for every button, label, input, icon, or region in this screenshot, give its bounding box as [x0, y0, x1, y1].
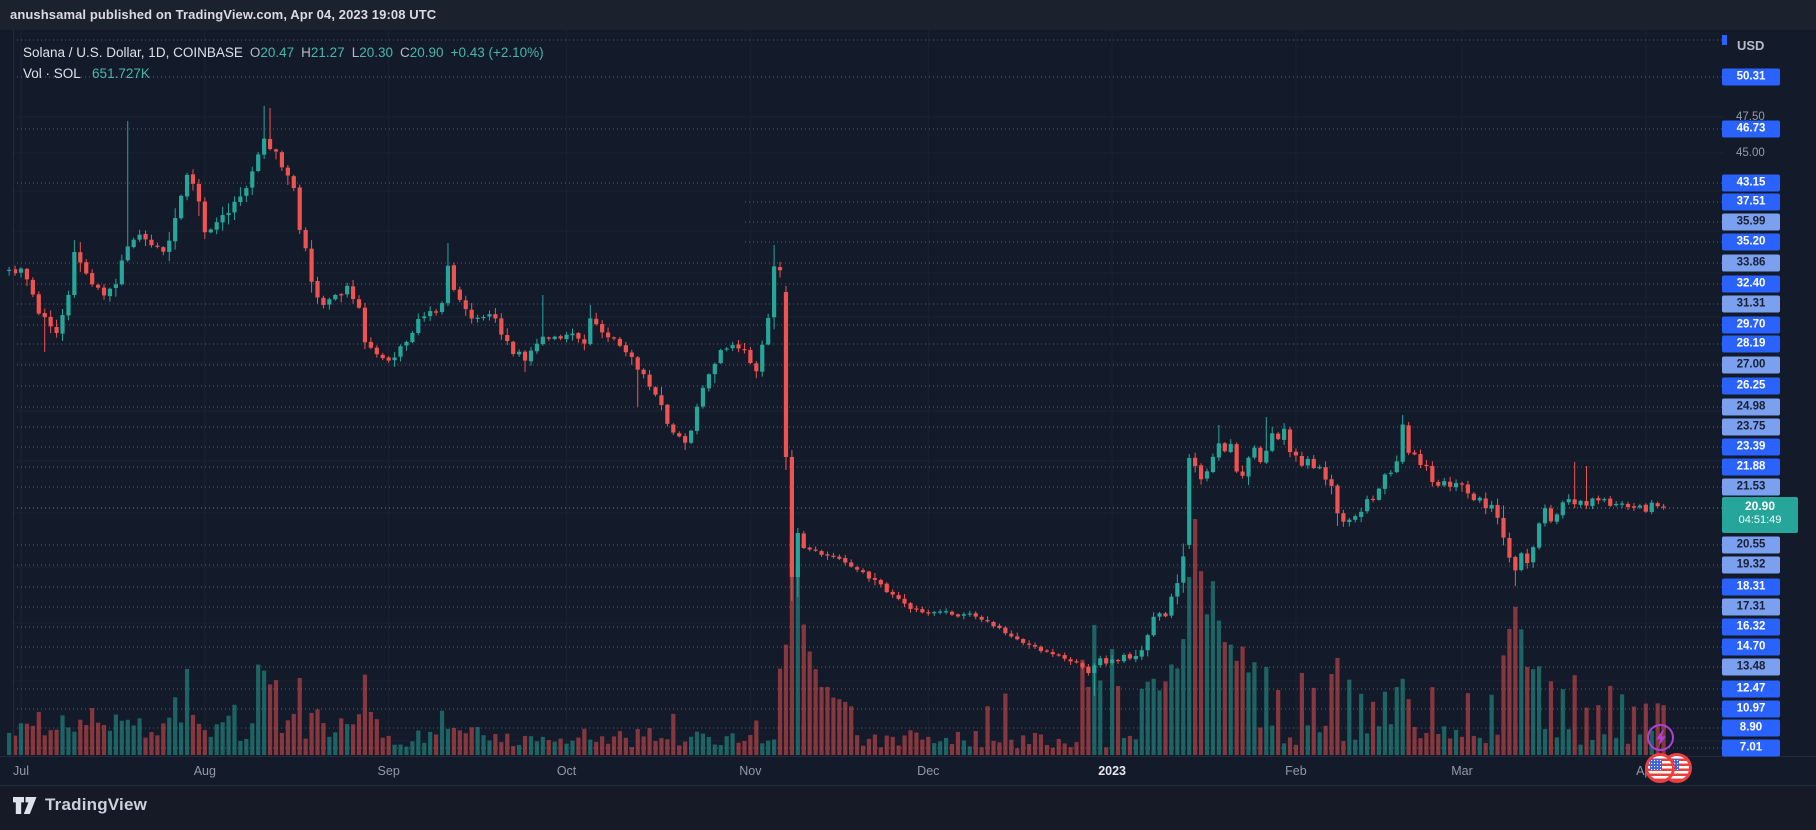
volume-row: Vol · SOL 651.727K	[23, 66, 544, 81]
price-level-badge-35.99[interactable]: 35.99	[1722, 213, 1780, 231]
time-label-Mar[interactable]: Mar	[1451, 764, 1473, 778]
candlestick-chart	[7, 30, 1725, 756]
candle-countdown: 04:51:49	[1738, 514, 1782, 526]
ohlc-value-O: 20.47	[260, 45, 295, 60]
price-level-badge-23.39[interactable]: 23.39	[1722, 438, 1780, 456]
ohlc-key-C: C	[400, 45, 410, 60]
time-label-Jul[interactable]: Jul	[13, 764, 29, 778]
us-flag-reaction-icon[interactable]	[1645, 753, 1675, 783]
ohlc-row: Solana / U.S. Dollar, 1D, COINBASE O20.47…	[23, 45, 544, 60]
flag-canton	[1650, 759, 1662, 770]
price-level-badge-28.19[interactable]: 28.19	[1722, 335, 1780, 353]
price-level-badge-7.01[interactable]: 7.01	[1722, 739, 1780, 757]
axis-currency-label: USD	[1737, 38, 1765, 53]
volume-value: 651.727K	[92, 66, 150, 81]
price-level-badge-14.70[interactable]: 14.70	[1722, 638, 1780, 656]
publish-text: anushsamal published on TradingView.com,…	[10, 7, 437, 22]
volume-label[interactable]: Vol · SOL	[23, 66, 81, 81]
current-price-badge[interactable]: 20.90 04:51:49	[1722, 497, 1798, 533]
price-level-badge-21.88[interactable]: 21.88	[1722, 458, 1780, 476]
time-label-2023[interactable]: 2023	[1098, 764, 1127, 778]
lightning-reaction-icon[interactable]	[1647, 724, 1674, 751]
price-tick-45.00[interactable]: 45.00	[1736, 147, 1765, 159]
price-level-badge-46.73[interactable]: 46.73	[1722, 120, 1780, 138]
ohlc-value-H: 21.27	[310, 45, 345, 60]
tradingview-brand[interactable]: TradingView	[13, 795, 147, 815]
price-level-badge-37.51[interactable]: 37.51	[1722, 193, 1780, 211]
price-level-badge-23.75[interactable]: 23.75	[1722, 418, 1780, 436]
price-level-badge-16.32[interactable]: 16.32	[1722, 618, 1780, 636]
price-level-badge-17.31[interactable]: 17.31	[1722, 598, 1780, 616]
price-level-badge-35.20[interactable]: 35.20	[1722, 233, 1780, 251]
publish-bar: anushsamal published on TradingView.com,…	[0, 0, 1816, 30]
ohlc-key-L: L	[351, 45, 360, 60]
footer-bar: TradingView	[0, 786, 1816, 830]
time-label-Feb[interactable]: Feb	[1285, 764, 1307, 778]
time-label-Nov[interactable]: Nov	[739, 764, 762, 778]
ohlc-value-C: 20.90	[409, 45, 444, 60]
brand-name: TradingView	[45, 795, 148, 814]
time-axis[interactable]: JulAugSepOctNovDec2023FebMarApr	[0, 756, 1816, 786]
price-tick-47.50[interactable]: 47.50	[1736, 111, 1765, 123]
change-value: +0.43 (+2.10%)	[450, 45, 544, 60]
price-level-badge-21.53[interactable]: 21.53	[1722, 478, 1780, 496]
price-level-badge-20.55[interactable]: 20.55	[1722, 536, 1780, 554]
symbol-title[interactable]: Solana / U.S. Dollar, 1D, COINBASE	[23, 45, 243, 60]
price-level-badge-12.47[interactable]: 12.47	[1722, 680, 1780, 698]
time-label-Dec[interactable]: Dec	[917, 764, 940, 778]
ohlc-key-O: O	[249, 45, 261, 60]
price-level-badge-10.97[interactable]: 10.97	[1722, 700, 1780, 718]
price-level-badge-24.98[interactable]: 24.98	[1722, 398, 1780, 416]
price-level-badge-26.25[interactable]: 26.25	[1722, 377, 1780, 395]
price-level-badge-31.31[interactable]: 31.31	[1722, 295, 1780, 313]
symbol-legend[interactable]: Solana / U.S. Dollar, 1D, COINBASE O20.47…	[23, 45, 544, 81]
price-level-badge-19.32[interactable]: 19.32	[1722, 556, 1780, 574]
time-label-Sep[interactable]: Sep	[377, 764, 400, 778]
price-axis[interactable]: USD 50.31 47.50 46.73 45.00 43.15 37.51 35.99 3…	[1722, 30, 1803, 757]
price-level-badge-18.31[interactable]: 18.31	[1722, 578, 1780, 596]
price-level-badge-clipped[interactable]	[1722, 35, 1727, 45]
chart-frame-left	[13, 30, 14, 756]
price-level-badge-50.31[interactable]: 50.31	[1722, 68, 1780, 86]
current-price: 20.90	[1744, 499, 1776, 513]
price-level-badge-43.15[interactable]: 43.15	[1722, 174, 1780, 192]
ohlc-value-L: 20.30	[359, 45, 394, 60]
price-level-badge-29.70[interactable]: 29.70	[1722, 316, 1780, 334]
price-level-badge-32.40[interactable]: 32.40	[1722, 275, 1780, 293]
price-level-badge-13.48[interactable]: 13.48	[1722, 658, 1780, 676]
time-label-Oct[interactable]: Oct	[556, 764, 577, 778]
tradingview-logo-icon	[13, 796, 37, 814]
time-label-Aug[interactable]: Aug	[193, 764, 216, 778]
price-level-badge-33.86[interactable]: 33.86	[1722, 254, 1780, 272]
price-level-badge-27.00[interactable]: 27.00	[1722, 356, 1780, 374]
price-level-badge-8.90[interactable]: 8.90	[1722, 719, 1780, 737]
chart-area[interactable]: Solana / U.S. Dollar, 1D, COINBASE O20.47…	[0, 30, 1816, 786]
ohlc-key-H: H	[301, 45, 311, 60]
